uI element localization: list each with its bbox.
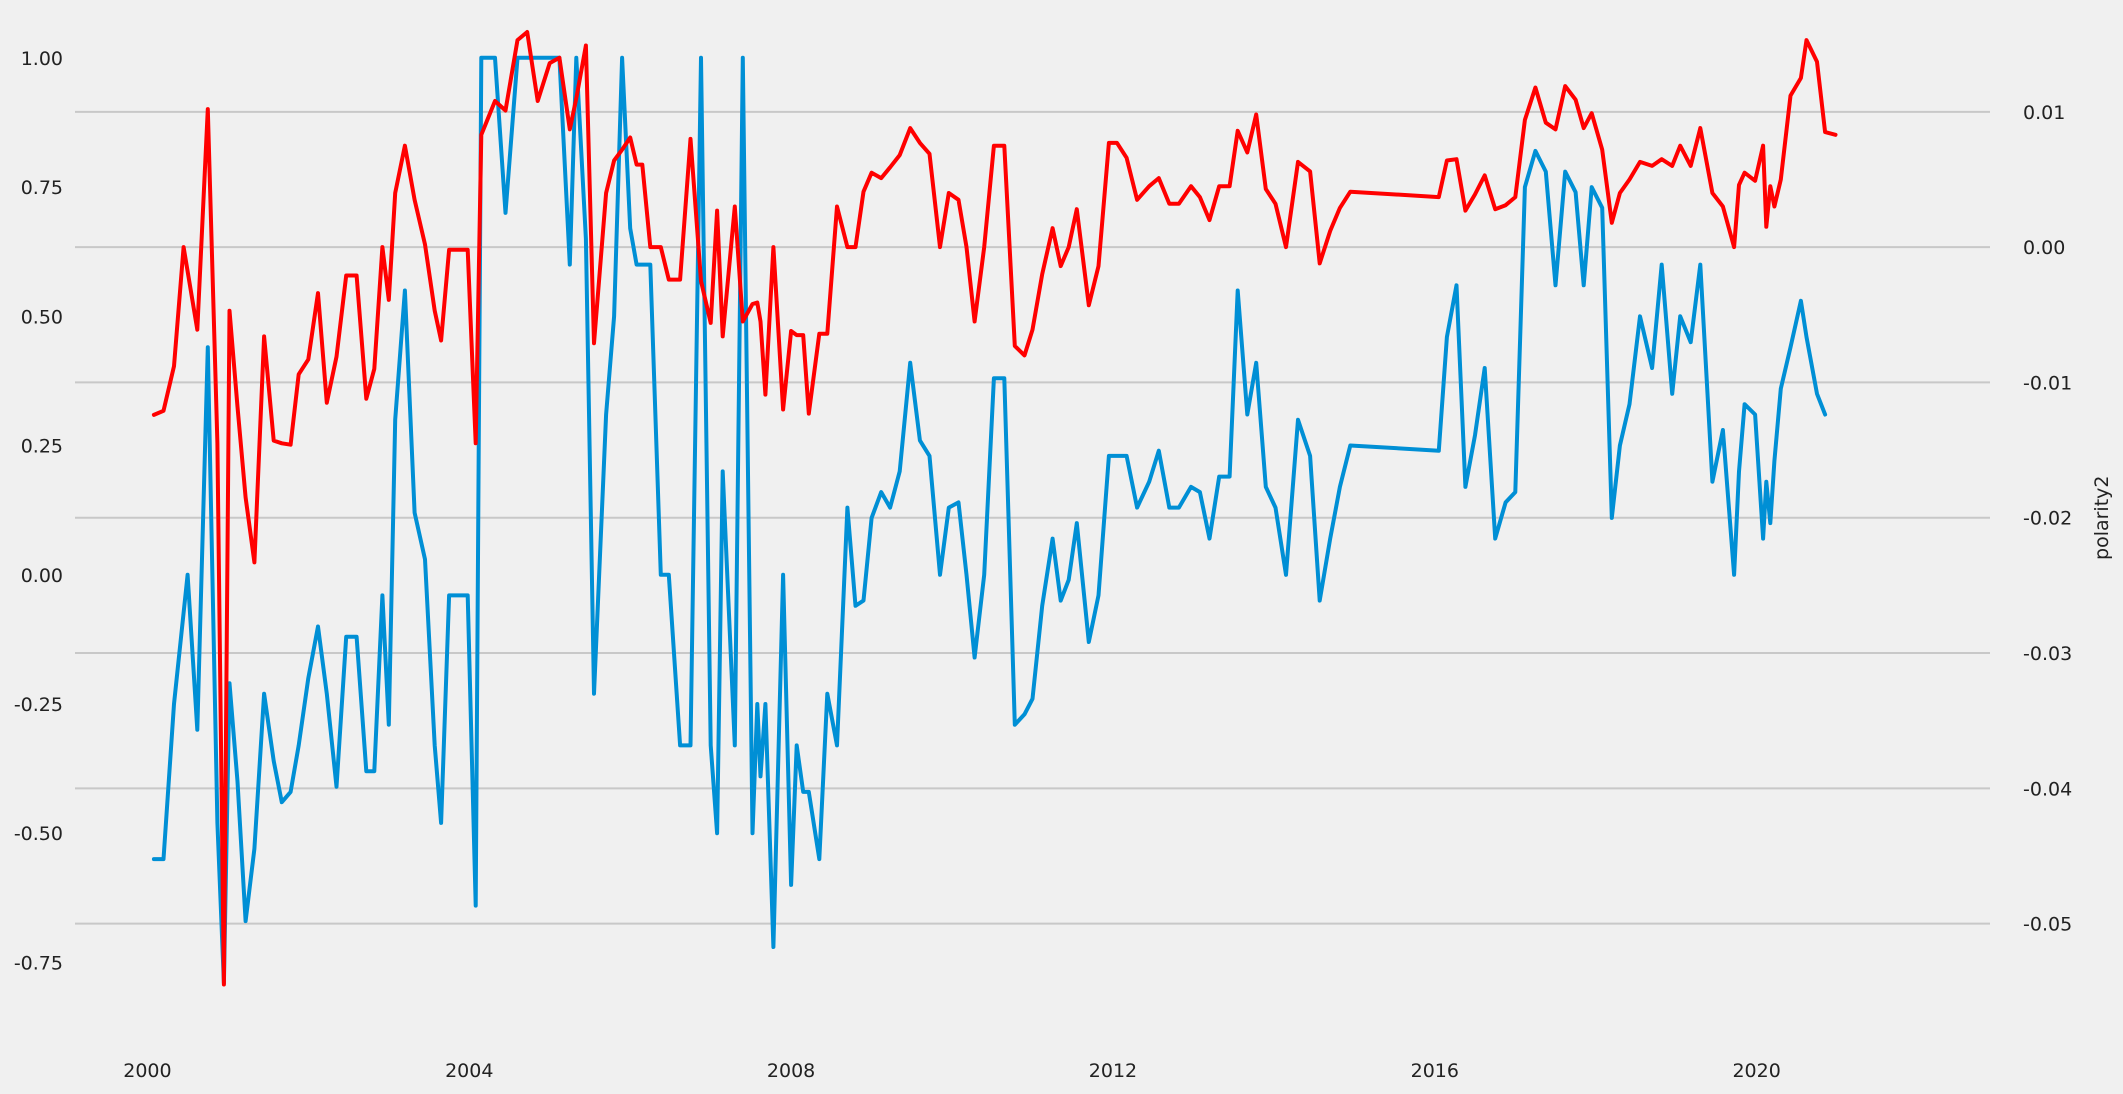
series-line-polarity2	[151, 30, 1838, 987]
left-tick-label: 0.00	[21, 565, 63, 587]
left-tick-label: -0.75	[14, 952, 63, 974]
right-tick-label: -0.02	[2023, 508, 2072, 530]
right-tick-label: -0.01	[2023, 372, 2072, 394]
x-tick-label: 2016	[1411, 1060, 1459, 1082]
right-tick-label: 0.00	[2023, 237, 2065, 259]
x-tick-label: 2004	[445, 1060, 493, 1082]
right-tick-label: -0.03	[2023, 643, 2072, 665]
x-tick-label: 2012	[1089, 1060, 1137, 1082]
left-tick-label: 0.25	[21, 436, 63, 458]
x-tick-label: 2020	[1732, 1060, 1780, 1082]
series-line-polarity	[151, 55, 1828, 986]
x-tick-label: 2000	[123, 1060, 171, 1082]
right-tick-label: -0.04	[2023, 778, 2072, 800]
series-layer	[151, 30, 1838, 987]
left-tick-label: 0.75	[21, 177, 63, 199]
left-tick-label: 1.00	[21, 48, 63, 70]
right-tick-label: 0.01	[2023, 102, 2065, 124]
right-tick-label: -0.05	[2023, 914, 2072, 936]
x-tick-label: 2008	[767, 1060, 815, 1082]
left-tick-label: -0.50	[14, 823, 63, 845]
right-axis-label: polarity2	[2091, 475, 2113, 559]
left-tick-label: -0.25	[14, 694, 63, 716]
right-axis-ticks: 0.01 0.00 -0.01 -0.02 -0.03 -0.04 -0.05	[2023, 102, 2072, 936]
left-tick-label: 0.50	[21, 306, 63, 328]
left-axis-ticks: 1.00 0.75 0.50 0.25 0.00 -0.25 -0.50 -0.75	[14, 48, 63, 975]
x-axis-ticks: 2000 2004 2008 2012 2016 2020	[123, 1060, 1781, 1082]
